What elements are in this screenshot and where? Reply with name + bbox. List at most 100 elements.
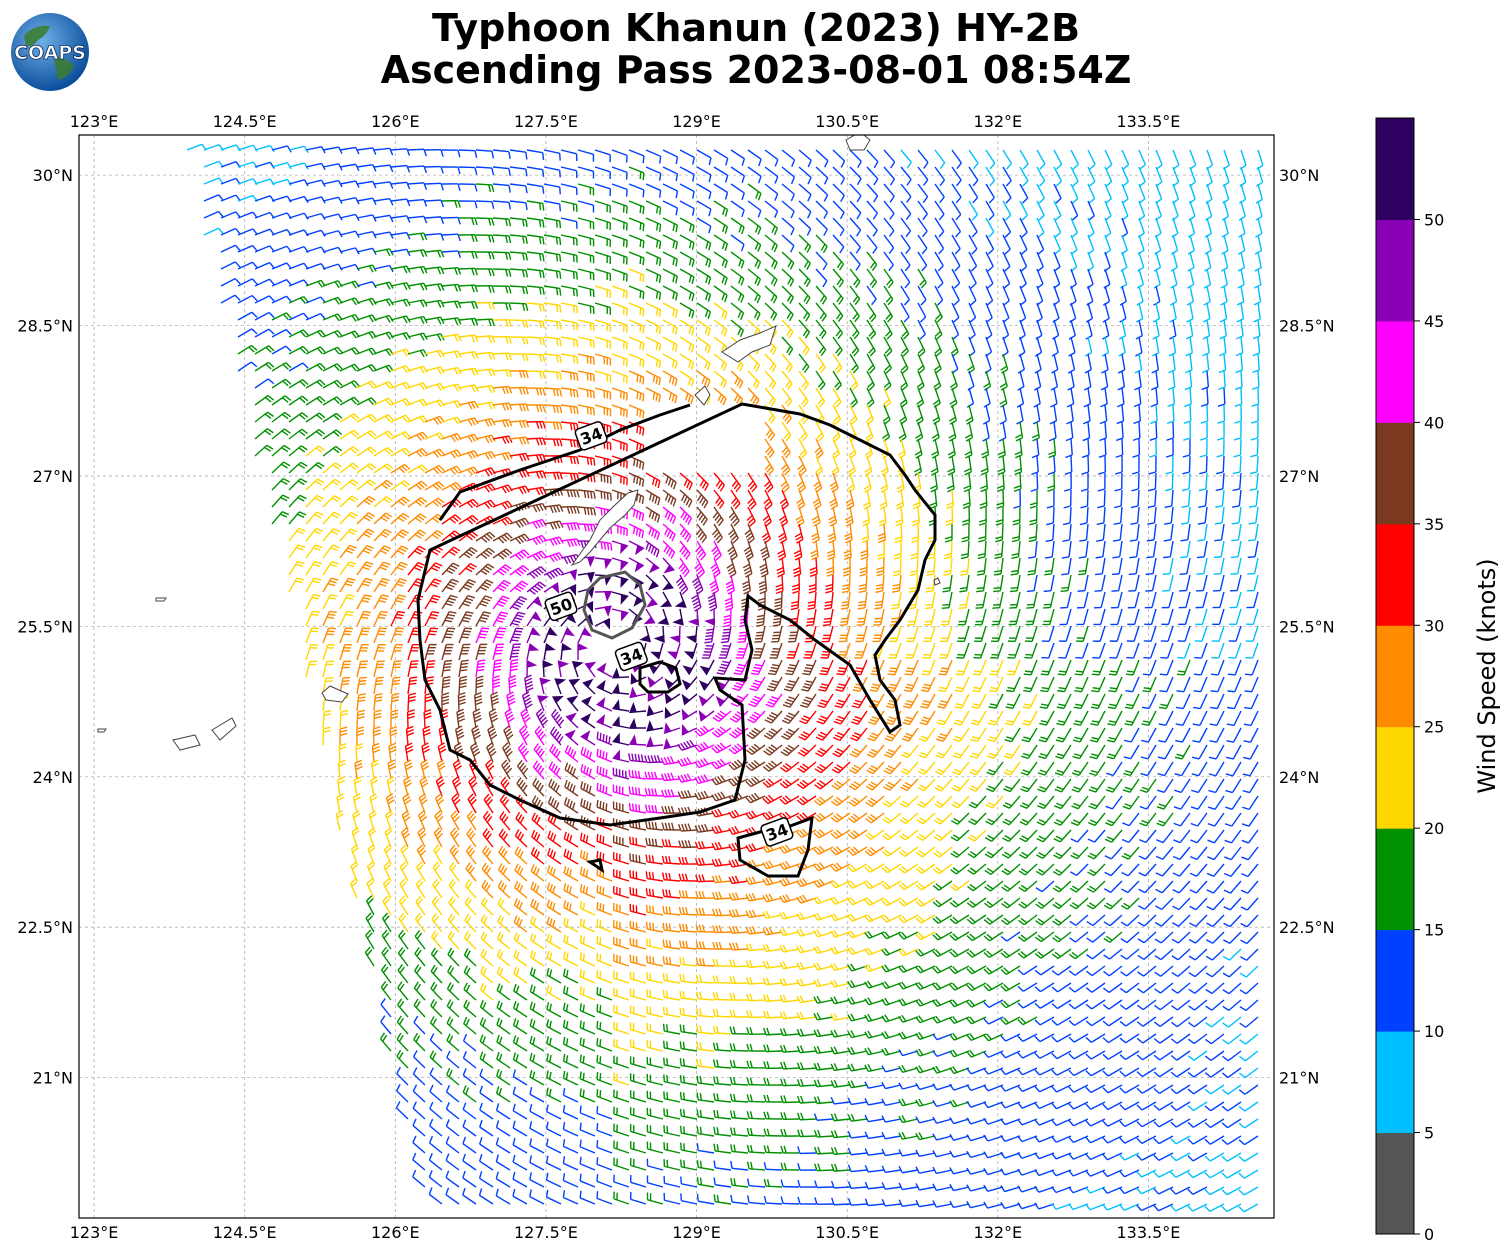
wind-barb bbox=[1100, 370, 1109, 391]
wind-barb bbox=[764, 370, 777, 390]
wind-barb bbox=[594, 183, 611, 197]
wind-barb bbox=[679, 336, 695, 353]
wind-barb bbox=[577, 149, 595, 162]
wind-barb bbox=[407, 249, 428, 258]
wind-barb bbox=[764, 387, 776, 407]
wind-barb bbox=[883, 217, 895, 237]
wind-barb bbox=[1081, 455, 1090, 475]
wind-barb bbox=[220, 277, 241, 287]
wind-barb bbox=[356, 297, 377, 306]
wind-barb bbox=[322, 429, 343, 440]
wind-barb bbox=[1002, 268, 1011, 289]
colorbar-segment bbox=[1376, 828, 1414, 931]
wind-barb bbox=[577, 387, 595, 399]
wind-barb bbox=[645, 251, 662, 266]
wind-barb bbox=[781, 438, 791, 459]
wind-barb bbox=[1085, 319, 1093, 340]
wind-barb bbox=[271, 328, 292, 338]
wind-barb bbox=[1170, 234, 1179, 255]
wind-barb bbox=[1082, 421, 1091, 442]
wind-barb bbox=[1255, 183, 1264, 204]
wind-barb bbox=[985, 149, 996, 170]
wind-barb bbox=[1047, 455, 1056, 476]
wind-barb bbox=[373, 397, 394, 406]
wind-barb bbox=[509, 200, 528, 211]
wind-barb bbox=[917, 217, 928, 238]
wind-barb bbox=[900, 217, 912, 238]
wind-barb bbox=[815, 183, 829, 202]
wind-barb bbox=[322, 230, 343, 238]
wind-barb bbox=[1000, 353, 1009, 374]
wind-barb bbox=[322, 379, 343, 389]
wind-barb bbox=[934, 268, 944, 289]
wind-barb bbox=[849, 251, 861, 271]
wind-barb bbox=[577, 370, 595, 382]
wind-barb bbox=[900, 166, 912, 186]
wind-barb bbox=[543, 336, 562, 347]
wind-barb bbox=[1200, 404, 1209, 424]
wind-barb bbox=[951, 166, 962, 187]
wind-barb bbox=[526, 251, 545, 262]
wind-barb bbox=[560, 404, 579, 415]
wind-barb bbox=[475, 284, 495, 293]
wind-barb bbox=[237, 278, 258, 287]
wind-barb bbox=[645, 370, 662, 386]
wind-barb bbox=[594, 336, 612, 349]
wind-barb bbox=[951, 285, 960, 306]
wind-barb bbox=[1183, 404, 1192, 424]
wind-barb bbox=[271, 428, 291, 440]
wind-barb bbox=[983, 387, 991, 408]
wind-barb bbox=[866, 336, 876, 357]
wind-barb bbox=[1134, 370, 1142, 391]
lon-tick-label-top: 129°E bbox=[672, 112, 721, 131]
wind-barb bbox=[577, 183, 595, 196]
wind-barb bbox=[441, 166, 461, 175]
wind-barb bbox=[356, 446, 377, 457]
wind-barb bbox=[645, 183, 662, 198]
wind-barb bbox=[628, 336, 645, 351]
wind-barb bbox=[900, 319, 910, 340]
colorbar-segment bbox=[1376, 219, 1414, 322]
lon-tick-label-bottom: 127.5°E bbox=[514, 1223, 578, 1242]
wind-barb bbox=[832, 387, 842, 408]
wind-barb bbox=[917, 285, 927, 306]
wind-barb bbox=[543, 166, 561, 178]
wind-barb bbox=[849, 404, 858, 425]
lon-tick-label-top: 133.5°E bbox=[1117, 112, 1181, 131]
wind-barb bbox=[997, 455, 1006, 476]
wind-barb bbox=[764, 166, 779, 184]
wind-barb bbox=[1153, 251, 1162, 272]
wind-barb bbox=[1117, 370, 1126, 391]
wind-barb bbox=[390, 315, 411, 324]
wind-barb bbox=[628, 217, 645, 232]
wind-barb bbox=[237, 244, 258, 253]
wind-barb bbox=[1115, 438, 1124, 458]
colorbar-segment bbox=[1376, 320, 1414, 423]
wind-barb bbox=[1098, 438, 1107, 458]
wind-barb bbox=[441, 465, 462, 475]
wind-barb bbox=[713, 166, 729, 183]
wind-barb bbox=[322, 346, 343, 355]
wind-barb bbox=[458, 200, 478, 209]
wind-barb bbox=[560, 217, 578, 229]
wind-barb bbox=[1099, 421, 1107, 442]
wind-barb bbox=[696, 166, 712, 183]
wind-barb bbox=[1133, 387, 1142, 408]
wind-barb bbox=[880, 455, 889, 476]
wind-barb bbox=[1200, 421, 1208, 441]
wind-barb bbox=[271, 312, 292, 321]
wind-barb bbox=[1036, 200, 1045, 221]
wind-barb bbox=[696, 353, 711, 371]
wind-barb bbox=[1082, 404, 1091, 425]
wind-barb bbox=[1251, 370, 1260, 391]
wind-barb bbox=[1099, 404, 1108, 425]
wind-barb bbox=[781, 183, 795, 202]
wind-barb bbox=[339, 146, 360, 155]
wind-barb bbox=[1070, 217, 1078, 238]
wind-barb bbox=[1155, 149, 1163, 170]
wind-barb bbox=[883, 302, 894, 323]
wind-barb bbox=[492, 166, 511, 176]
wind-barb bbox=[577, 251, 595, 264]
wind-barb bbox=[985, 285, 994, 306]
wind-barb bbox=[1116, 387, 1125, 408]
